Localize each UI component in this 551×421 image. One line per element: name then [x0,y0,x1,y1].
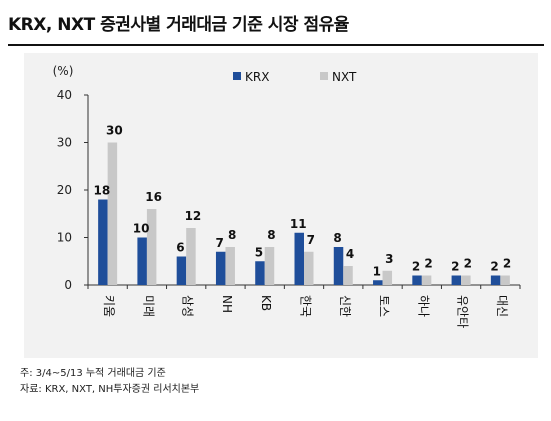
data-label-krx: 2 [451,260,459,274]
data-label-krx: 18 [94,184,111,198]
bar-nxt [107,142,118,285]
chart-notes: 주: 3/4~5/13 누적 거래대금 기준 자료: KRX, NXT, NH투… [20,366,199,398]
data-label-nxt: 8 [228,228,236,242]
data-label-krx: 1 [373,264,381,278]
bar-nxt [461,275,471,285]
legend-swatch-krx [233,72,241,80]
bar-nxt [186,228,196,285]
data-label-nxt: 2 [503,257,511,271]
bar-krx [294,232,304,285]
data-label-krx: 6 [176,241,184,255]
chart-axes: 0 10 20 30 40 (%) [53,64,521,292]
bar-krx [412,275,422,285]
bar-krx [137,237,147,285]
data-label-krx: 8 [333,231,341,245]
x-category-label: NH [220,295,234,313]
bar-krx [176,256,187,285]
data-label-nxt: 4 [346,247,354,261]
data-label-krx: 2 [490,260,498,274]
y-tick-label: 0 [64,278,72,292]
data-label-krx: 11 [290,217,307,231]
legend-label-krx: KRX [245,70,269,84]
data-label-nxt: 2 [464,257,472,271]
x-category-label: KB [259,295,273,311]
bar-krx [255,261,265,285]
data-label-krx: 7 [216,236,224,250]
bar-nxt [421,275,432,285]
bar-nxt [500,275,510,285]
x-category-label: 대신 [495,295,509,317]
bar-krx [333,247,344,285]
bar-krx [215,251,226,285]
data-label-nxt: 16 [145,190,162,204]
legend-label-nxt: NXT [332,70,357,84]
bar-nxt [382,270,393,285]
x-category-label: 키움 [102,295,116,317]
data-label-nxt: 30 [106,124,123,138]
chart-legend: KRX NXT [233,70,357,84]
title-rule [8,44,544,46]
x-category-label: 미래 [141,295,155,317]
x-category-label: 하나 [416,295,430,317]
y-unit-label: (%) [53,64,74,78]
x-category-label: 토스 [377,295,391,317]
data-label-nxt: 3 [385,252,393,266]
data-label-nxt: 8 [267,228,275,242]
bar-nxt [146,209,157,285]
data-label-nxt: 2 [424,257,432,271]
bar-nxt [343,266,353,285]
x-category-label: 삼성 [181,295,195,317]
chart-title: KRX, NXT 증권사별 거래대금 기준 시장 점유율 [8,15,349,35]
x-category-label: 신한 [338,295,352,317]
data-label-nxt: 7 [307,233,315,247]
y-tick-label: 40 [57,88,72,102]
note-text: 주: 3/4~5/13 누적 거래대금 기준 [20,368,166,379]
bar-nxt [264,247,275,285]
bar-krx [373,280,383,285]
bar-krx [451,275,462,285]
x-category-label: 한국 [299,295,313,317]
y-tick-label: 10 [57,231,72,245]
bar-krx [490,275,501,285]
data-label-krx: 2 [412,260,420,274]
bar-nxt [225,247,235,285]
source-text: 자료: KRX, NXT, NH투자증권 리서치본부 [20,384,200,395]
x-category-label: 유안타 [456,295,470,328]
y-tick-label: 30 [57,136,72,150]
legend-swatch-nxt [320,72,328,80]
data-label-nxt: 12 [185,209,202,223]
data-label-krx: 5 [255,245,263,259]
y-tick-label: 20 [57,183,72,197]
bar-nxt [304,251,314,285]
chart-bars [98,142,510,285]
bar-krx [98,199,108,285]
data-label-krx: 10 [133,222,150,236]
